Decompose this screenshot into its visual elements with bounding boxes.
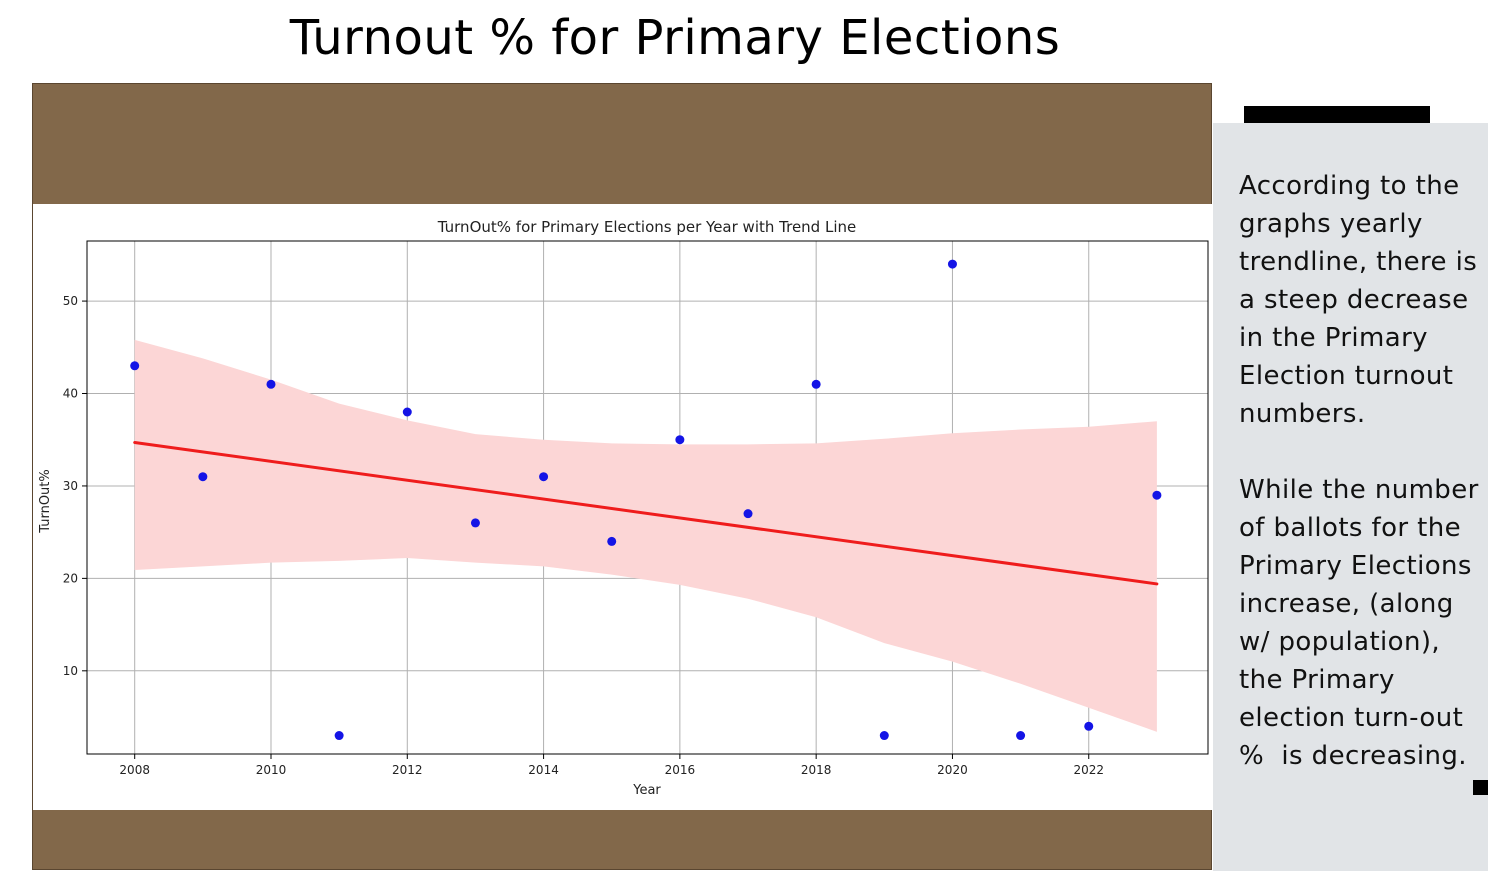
- commentary-panel: [1213, 123, 1488, 871]
- data-point: [334, 731, 344, 741]
- y-tick-label: 30: [63, 479, 78, 493]
- confidence-band: [134, 339, 1157, 732]
- data-point: [470, 518, 480, 528]
- data-point: [1016, 731, 1026, 741]
- data-point: [130, 361, 140, 371]
- chart-title: TurnOut% for Primary Elections per Year …: [437, 218, 856, 236]
- x-axis-label: Year: [632, 783, 661, 798]
- y-tick-label: 10: [63, 664, 78, 678]
- x-tick-label: 2014: [528, 763, 559, 777]
- data-point: [947, 259, 957, 269]
- y-axis-label: TurnOut%: [38, 469, 53, 533]
- data-points-layer: [130, 259, 1162, 741]
- scatter-chart: TurnOut% for Primary Elections per Year …: [38, 218, 1209, 798]
- x-axis-ticks: 2008 2010 2012 2014 2016 2018 2020 2022: [119, 754, 1104, 777]
- data-point: [743, 509, 753, 519]
- commentary-paragraph-2: While the number of ballots for the Prim…: [1239, 475, 1488, 771]
- x-tick-label: 2018: [801, 763, 832, 777]
- x-tick-label: 2020: [937, 763, 968, 777]
- x-tick-label: 2022: [1073, 763, 1104, 777]
- confidence-band-layer: [134, 339, 1157, 732]
- data-point: [402, 407, 412, 417]
- x-tick-label: 2016: [665, 763, 696, 777]
- x-tick-label: 2012: [392, 763, 423, 777]
- data-point: [1084, 721, 1094, 731]
- data-point: [539, 472, 549, 482]
- y-tick-label: 50: [63, 294, 78, 308]
- page-title: Turnout % for Primary Elections: [289, 10, 1061, 66]
- decorative-bar: [1244, 106, 1430, 123]
- y-axis-ticks: 10 20 30 40 50: [63, 294, 87, 678]
- data-point: [607, 536, 617, 546]
- data-point: [879, 731, 889, 741]
- trend-line: [133, 441, 1159, 586]
- y-tick-label: 20: [63, 571, 78, 585]
- commentary-paragraph-1: According to the graphs yearly trendline…: [1239, 171, 1486, 429]
- x-tick-label: 2008: [119, 763, 150, 777]
- plot-frame: [86, 240, 1209, 755]
- y-tick-label: 40: [63, 387, 78, 401]
- data-point: [811, 379, 821, 389]
- x-tick-label: 2010: [256, 763, 287, 777]
- chart-area: TurnOut% for Primary Elections per Year …: [33, 204, 1213, 810]
- decorative-square: [1473, 780, 1488, 795]
- data-point: [675, 435, 685, 445]
- data-point: [1152, 490, 1162, 500]
- trend-line-layer: [133, 441, 1159, 586]
- data-point: [266, 379, 276, 389]
- data-point: [198, 472, 208, 482]
